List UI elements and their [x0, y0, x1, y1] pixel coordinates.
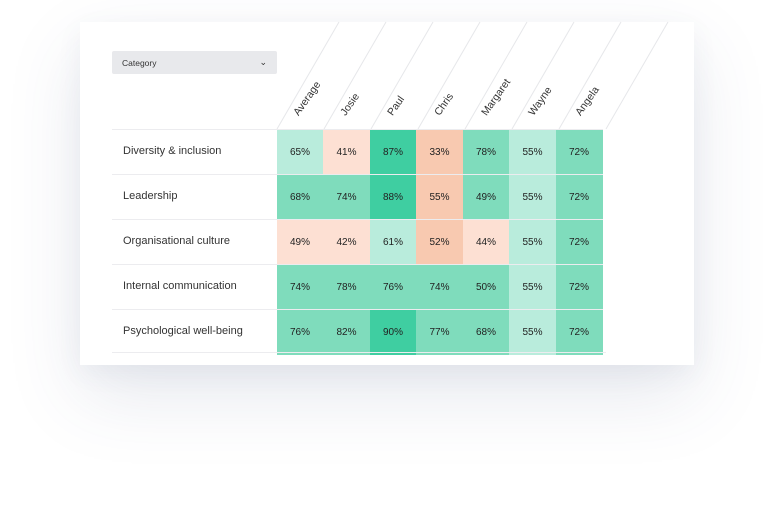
heatmap-cell[interactable]: 76% [276, 310, 324, 355]
category-dropdown-label: Category [122, 57, 157, 68]
heatmap-cell[interactable]: 74% [276, 265, 324, 310]
heatmap-cell[interactable]: 68% [276, 175, 324, 220]
heatmap-cell[interactable]: 78% [462, 130, 510, 175]
category-dropdown[interactable]: Category ⌄ [112, 51, 277, 74]
row-label: Psychological well-being [123, 325, 243, 337]
heatmap-cell[interactable]: 74% [416, 265, 463, 310]
row-label: Leadership [123, 190, 178, 202]
heatmap-cell[interactable]: 77% [416, 310, 463, 355]
heatmap-cell[interactable]: 55% [509, 265, 556, 310]
heatmap-cell[interactable]: 55% [509, 310, 556, 355]
heatmap-cell[interactable]: 90% [369, 310, 417, 355]
heatmap-cell[interactable]: 44% [462, 220, 510, 265]
heatmap-cell[interactable]: 55% [509, 220, 556, 265]
heatmap-cell[interactable]: 55% [416, 175, 463, 220]
heatmap-cell[interactable]: 61% [369, 220, 417, 265]
heatmap-cell[interactable]: 72% [555, 175, 603, 220]
heatmap-cell[interactable]: 52% [416, 220, 463, 265]
heatmap-cell[interactable]: 41% [323, 130, 370, 175]
heatmap-cell[interactable]: 88% [369, 175, 417, 220]
heatmap-cell[interactable]: 76% [369, 265, 417, 310]
heatmap-cell[interactable]: 78% [323, 265, 370, 310]
heatmap-cell[interactable]: 42% [323, 220, 370, 265]
heatmap-cell[interactable]: 72% [555, 220, 603, 265]
heatmap-cell[interactable]: 50% [462, 265, 510, 310]
heatmap-cell[interactable]: 68% [462, 310, 510, 355]
heatmap-cell[interactable]: 49% [276, 220, 324, 265]
heatmap-cell[interactable]: 87% [369, 130, 417, 175]
table-row: Organisational culture 49% 42% 61% 52% 44% 55%… [112, 219, 603, 265]
heatmap-cell[interactable]: 55% [509, 175, 556, 220]
row-label: Internal communication [123, 280, 237, 292]
table-row: Leadership 68% 74% 88% 55% 49% 55% 72% [112, 174, 603, 220]
grid-bottom-border [112, 352, 606, 353]
table-row: Internal communication 74% 78% 76% 74% 50% 55%… [112, 264, 603, 310]
heatmap-cell[interactable]: 49% [462, 175, 510, 220]
heatmap-cell[interactable]: 33% [416, 130, 463, 175]
chevron-down-icon: ⌄ [259, 57, 267, 67]
heatmap-cell[interactable]: 82% [323, 310, 370, 355]
heatmap-cell[interactable]: 74% [323, 175, 370, 220]
row-label: Organisational culture [123, 235, 231, 247]
heatmap-cell[interactable]: 72% [555, 265, 603, 310]
table-row: Diversity & inclusion 65% 41% 87% 33% 78% 55% 7… [112, 129, 603, 175]
heatmap-cell[interactable]: 72% [555, 310, 603, 355]
heatmap-cell[interactable]: 55% [509, 130, 556, 175]
table-row: Psychological well-being 76% 82% 90% 77% 68% 5… [112, 309, 603, 355]
heatmap-cell[interactable]: 65% [276, 130, 324, 175]
row-label: Diversity & inclusion [123, 145, 222, 157]
heatmap-cell[interactable]: 72% [555, 130, 603, 175]
